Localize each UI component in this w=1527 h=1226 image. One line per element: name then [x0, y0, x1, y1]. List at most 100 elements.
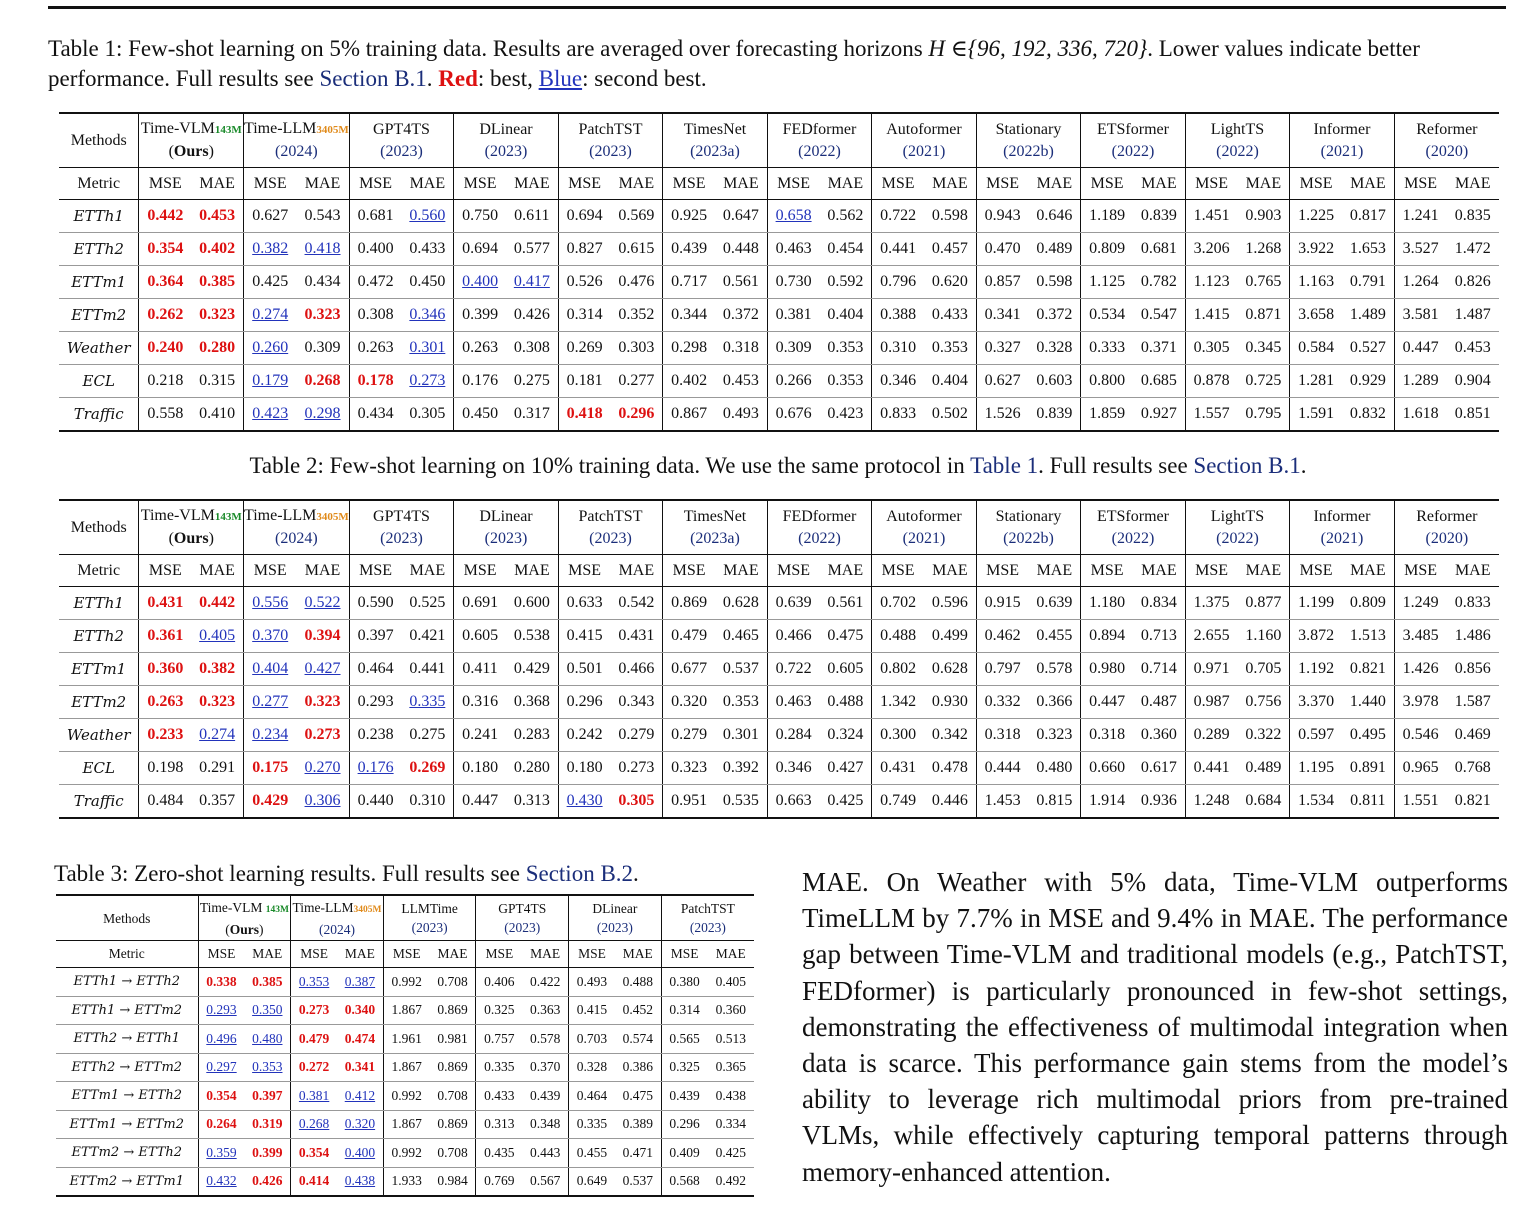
result-cell: 0.175 — [243, 751, 297, 785]
result-cell: 0.218 — [138, 364, 192, 398]
result-value: 0.353 — [827, 372, 864, 389]
result-cell: 0.663 — [766, 784, 820, 819]
result-cell: 0.980 — [1080, 652, 1133, 686]
result-cell: 0.323 — [191, 298, 244, 332]
result-value: 0.341 — [984, 306, 1021, 323]
result-cell: 0.992 — [382, 1138, 430, 1168]
result-value: 1.375 — [1193, 594, 1230, 611]
result-cell: 0.180 — [453, 751, 506, 785]
result-cell: 0.646 — [1028, 199, 1081, 233]
mae-header: MAE — [429, 940, 476, 968]
result-value: 1.199 — [1298, 594, 1335, 611]
result-cell: 0.702 — [871, 586, 924, 620]
table-row: Traffic 0.484 0.357 0.429 0.306 0.440 0.310 0.4… — [59, 784, 1499, 819]
result-cell: 0.325 — [475, 996, 523, 1025]
result-value: 1.513 — [1349, 627, 1386, 644]
result-cell: 0.925 — [662, 199, 715, 233]
model-name: TimesNet — [683, 120, 747, 138]
mse-header: MSE — [766, 554, 820, 587]
result-value: 0.397 — [357, 627, 394, 644]
result-value: 0.270 — [304, 759, 341, 776]
result-value: 0.463 — [775, 693, 812, 710]
result-cell: 0.915 — [975, 586, 1029, 620]
model-name: FEDformer — [782, 120, 857, 138]
table1-link[interactable]: Table 1 — [970, 453, 1039, 478]
table-row: ETTh2 → ETTh1 0.496 0.480 0.479 0.474 1.961 0.… — [56, 1024, 754, 1054]
result-cell: 1.192 — [1289, 652, 1342, 686]
result-cell: 0.429 — [243, 784, 297, 819]
result-cell: 1.225 — [1289, 199, 1342, 233]
model-header: TimesNet (2023a) — [662, 499, 768, 555]
result-cell: 0.264 — [197, 1110, 245, 1139]
result-cell: 0.397 — [348, 619, 402, 653]
mae-header: MAE — [191, 167, 244, 200]
result-cell: 0.405 — [191, 619, 244, 653]
result-cell: 1.123 — [1184, 265, 1238, 299]
result-value: 0.431 — [618, 627, 655, 644]
result-cell: 0.344 — [662, 298, 715, 332]
dataset-label: Traffic — [59, 397, 139, 432]
result-value: 0.388 — [880, 306, 917, 323]
result-cell: 0.834 — [1132, 586, 1186, 620]
result-value: 0.422 — [529, 973, 561, 989]
result-value: 0.951 — [671, 792, 708, 809]
result-value: 1.618 — [1402, 405, 1439, 422]
result-value: 0.817 — [1349, 207, 1386, 224]
section-b2-link[interactable]: Section B.2 — [525, 861, 634, 886]
result-value: 0.603 — [1036, 372, 1073, 389]
result-cell: 0.455 — [1028, 619, 1081, 653]
model-header: LightTS (2022) — [1184, 499, 1290, 555]
result-cell: 0.501 — [557, 652, 611, 686]
result-cell: 3.922 — [1289, 232, 1342, 266]
result-value: 0.389 — [622, 1116, 653, 1132]
result-cell: 0.951 — [662, 784, 715, 819]
result-value: 0.450 — [462, 405, 499, 422]
result-cell: 1.440 — [1341, 685, 1395, 719]
result-cell: 0.275 — [401, 718, 454, 752]
mse-header: MSE — [871, 167, 924, 200]
table-row: ETTm2 0.263 0.323 0.277 0.323 0.293 0.335 0.316… — [59, 685, 1499, 719]
result-cell: 0.400 — [453, 265, 506, 299]
result-value: 0.513 — [715, 1030, 746, 1046]
result-value: 0.264 — [206, 1116, 237, 1132]
result-value: 1.241 — [1402, 207, 1439, 224]
model-size: 3405M — [316, 511, 349, 523]
result-value: 0.423 — [252, 405, 289, 422]
result-value: 0.725 — [1245, 372, 1282, 389]
result-value: 0.627 — [984, 372, 1021, 389]
result-value: 0.429 — [513, 660, 550, 677]
result-value: 0.560 — [409, 207, 446, 224]
result-value: 0.279 — [618, 726, 655, 743]
result-cell: 0.273 — [296, 718, 350, 752]
result-value: 0.440 — [357, 792, 394, 809]
result-value: 3.370 — [1298, 693, 1335, 710]
result-value: 0.877 — [1245, 594, 1282, 611]
result-value: 0.833 — [1454, 594, 1491, 611]
result-value: 0.334 — [715, 1116, 746, 1132]
result-cell: 0.293 — [197, 996, 245, 1025]
result-cell: 0.348 — [522, 1110, 569, 1139]
result-value: 0.421 — [409, 627, 446, 644]
result-value: 0.439 — [529, 1087, 561, 1103]
result-value: 0.296 — [618, 405, 655, 422]
table-row: ETTh2 → ETTm2 0.297 0.353 0.272 0.341 1.867 0.… — [56, 1053, 754, 1082]
result-cell: 0.558 — [138, 397, 192, 432]
result-cell: 1.487 — [1446, 298, 1499, 332]
result-cell: 0.802 — [871, 652, 924, 686]
dataset-label: ETTh2 → ETTm2 — [56, 1053, 199, 1082]
result-cell: 0.578 — [522, 1024, 569, 1054]
result-value: 0.480 — [252, 1030, 283, 1046]
section-b1-link[interactable]: Section B.1 — [319, 66, 427, 91]
result-cell: 0.233 — [138, 718, 192, 752]
result-value: 0.323 — [1036, 726, 1073, 743]
result-cell: 0.493 — [714, 397, 768, 432]
dataset-label: ECL — [59, 364, 139, 398]
section-b1-link[interactable]: Section B.1 — [1193, 453, 1301, 478]
dataset-label: ETTh1 — [59, 199, 139, 233]
result-value: 0.291 — [199, 759, 236, 776]
result-cell: 0.447 — [1393, 331, 1447, 365]
dataset-label: ETTm1 → ETTm2 — [56, 1110, 199, 1139]
result-value: 0.382 — [252, 240, 289, 257]
result-cell: 0.578 — [1028, 652, 1081, 686]
result-value: 0.176 — [462, 372, 499, 389]
